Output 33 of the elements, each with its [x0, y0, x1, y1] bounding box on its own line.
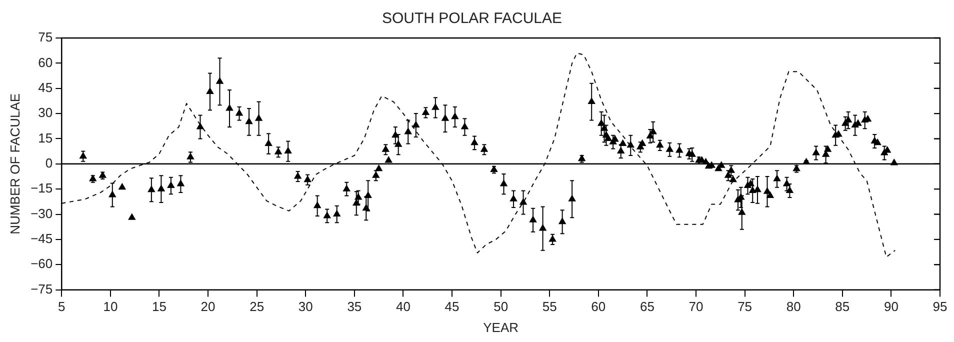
y-tick-label: 15	[38, 130, 53, 146]
x-tick-label: 10	[103, 299, 118, 314]
x-tick-label: 50	[494, 299, 508, 314]
y-tick-label: 60	[38, 54, 53, 70]
y-tick-label: 45	[38, 80, 53, 95]
y-tick-label: 75	[38, 30, 53, 45]
y-axis-title: NUMBER OF FACULAE	[7, 93, 22, 234]
x-tick-label: 80	[786, 299, 801, 314]
x-tick-label: 85	[835, 299, 850, 314]
y-tick-label: −60	[30, 256, 53, 272]
y-tick-label: 30	[38, 105, 53, 120]
y-tick-label: 0	[45, 155, 53, 170]
y-tick-label: −30	[30, 206, 53, 221]
y-tick-label: −45	[30, 231, 53, 246]
x-axis-title: YEAR	[483, 320, 519, 335]
x-tick-label: 75	[738, 299, 752, 314]
x-tick-label: 40	[396, 299, 410, 314]
x-tick-label: 95	[932, 299, 948, 314]
x-tick-label: 60	[591, 299, 606, 314]
x-tick-label: 5	[58, 299, 66, 314]
x-tick-label: 65	[640, 299, 654, 314]
x-tick-label: 90	[884, 299, 898, 314]
x-tick-label: 30	[298, 299, 313, 314]
x-tick-label: 55	[542, 299, 557, 314]
x-tick-label: 45	[444, 299, 460, 314]
x-tick-label: 70	[688, 299, 704, 314]
x-tick-label: 20	[200, 299, 216, 314]
x-tick-label: 25	[250, 299, 264, 314]
x-tick-label: 15	[152, 299, 166, 314]
chart-title: SOUTH POLAR FACULAE	[382, 10, 562, 28]
y-tick-label: −15	[30, 180, 53, 196]
x-tick-label: 35	[347, 299, 362, 314]
y-tick-label: −75	[30, 281, 53, 296]
